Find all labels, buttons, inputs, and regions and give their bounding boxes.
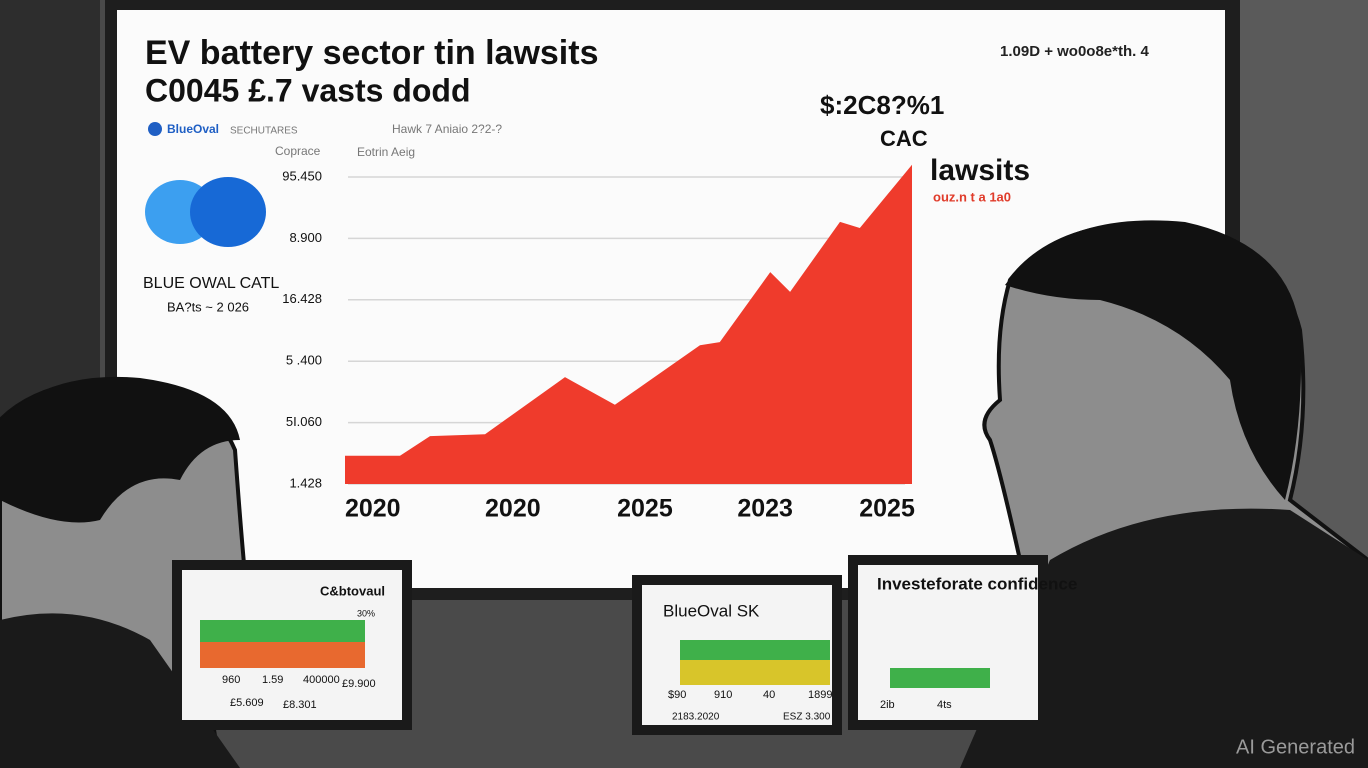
monitor-screen: [858, 565, 1038, 720]
monitor-label: 1899: [808, 689, 832, 701]
monitor-label: 2ib: [880, 699, 895, 711]
monitor-graphic: [890, 668, 990, 688]
logo: [190, 177, 266, 247]
y-tick-label: 95.450: [282, 168, 322, 183]
monitor-label: 400000: [303, 674, 340, 686]
monitor-title: C&btovaul: [320, 583, 385, 598]
brand: BlueOval: [167, 122, 219, 136]
jacket-right: [960, 508, 1368, 768]
y-tick-label: 8.900: [289, 230, 322, 245]
monitor-label: $90: [668, 689, 686, 701]
brand-note: SECHUTARES: [230, 126, 298, 137]
x-tick-label: 2025: [859, 495, 915, 523]
monitor-title: BlueOval SK: [663, 601, 760, 620]
chart-title: EV battery sector tin lawsits: [145, 34, 599, 72]
column-label: Coprace: [275, 144, 321, 158]
monitor-label: £8.301: [283, 699, 317, 711]
annotation: ouz.n t a 1a0: [933, 189, 1011, 204]
y-tick-label: 5I.060: [286, 414, 322, 429]
monitor-label: 910: [714, 689, 732, 701]
watermark: AI Generated: [1236, 736, 1355, 758]
hair-right: [1005, 220, 1301, 500]
annotation: lawsits: [930, 154, 1030, 187]
chart-subtitle: C0045 £.7 vasts dodd: [145, 72, 470, 108]
side-label: BA?ts ~ 2 026: [167, 299, 249, 314]
monitor-label: 40: [763, 689, 775, 701]
area: [345, 164, 912, 484]
side-label: BLUE OWAL CATL: [143, 275, 279, 292]
brand-icon: [148, 122, 162, 136]
monitor-label: 1.59: [262, 674, 283, 686]
x-tick-label: 2020: [485, 495, 541, 523]
annotation: CAC: [880, 126, 928, 151]
y-tick-label: 5 .400: [286, 353, 322, 368]
column-label: Eotrin Aeig: [357, 145, 415, 159]
plot: 1.428 5I.060 5 .400 16.428 8.900 95.450 2020 20…: [282, 164, 915, 523]
hair-left: [0, 376, 240, 523]
y-tick-label: 16.428: [282, 291, 322, 306]
y-tick-label: 1.428: [289, 475, 322, 490]
corner-note: 1.09D + wo0o8e*th. 4: [1000, 43, 1149, 60]
monitor-label: 2183.2020: [672, 712, 720, 723]
monitor-graphic: [680, 660, 830, 685]
monitor-label: 4ts: [937, 699, 952, 711]
x-tick-label: 2025: [617, 495, 673, 523]
monitor-label: £9.900: [342, 678, 376, 690]
monitor-label: £5.609: [230, 697, 264, 709]
monitor-label: 30%: [357, 608, 375, 618]
annotation: $:2C8?%1: [820, 90, 944, 120]
x-tick-label: 2023: [737, 495, 793, 523]
monitor-label: ESZ 3.300: [783, 712, 831, 723]
monitor-title: Investeforate confidence: [877, 574, 1077, 593]
monitor-graphic: [200, 620, 365, 642]
x-tick-label: 2020: [345, 495, 401, 523]
header-note: Hawk 7 Aniaio 2?2-?: [392, 122, 502, 136]
monitor-label: 960: [222, 674, 240, 686]
